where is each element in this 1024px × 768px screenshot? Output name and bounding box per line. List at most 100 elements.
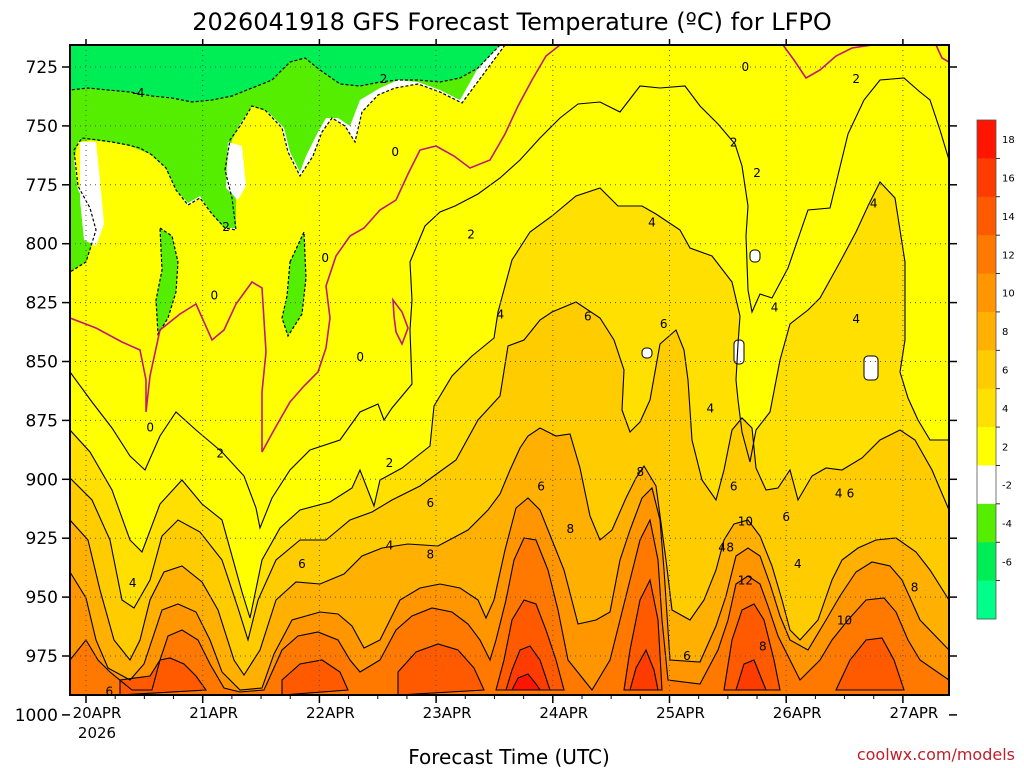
y-tick-label-775: 775 xyxy=(26,176,58,196)
y-tick-label-750: 750 xyxy=(26,117,58,137)
colorbar-tick-label-2: 2 xyxy=(1002,442,1008,453)
zero-isotherm-4 xyxy=(935,45,949,63)
contour-label: 4 xyxy=(771,300,779,314)
zero-isotherm-1 xyxy=(70,45,561,453)
band-14to16-2 xyxy=(282,660,348,695)
temperature-field xyxy=(70,45,949,695)
zero-isotherm-2 xyxy=(392,297,409,346)
band-16to18-isoline-1 xyxy=(505,645,551,691)
contour-label: 2 xyxy=(852,72,860,86)
contour-label: 4 xyxy=(648,215,656,229)
band-16to18-isoline-2 xyxy=(629,648,659,691)
colorbar-frame xyxy=(976,119,997,620)
cold-band-minus2-isoline-3 xyxy=(281,231,307,338)
x-tick-label-25APR: 25APR xyxy=(656,704,705,722)
colorbar-swatch-6 xyxy=(977,350,996,390)
band-16to18-2 xyxy=(630,650,658,690)
contour-label: 6 xyxy=(730,479,738,493)
colorbar-swatch-2 xyxy=(977,427,996,466)
band-16to18-3 xyxy=(736,660,766,690)
contour-label: 8 xyxy=(911,581,919,595)
contour-label: 2 xyxy=(730,135,738,149)
colorbar-tick-label-10: 10 xyxy=(1002,289,1015,300)
cold-band-minus2-isoline-1 xyxy=(70,45,507,274)
contour-label: 12 xyxy=(738,574,753,588)
colorbar-legend: 18 16 14 12 10 8 6 4 2 -2 -4 -6 xyxy=(976,119,1015,620)
y-tick-label-850: 850 xyxy=(26,353,58,373)
colorbar-swatch--4 xyxy=(977,503,996,543)
contour-label: 2 xyxy=(467,227,475,241)
x-tick-label-27APR: 27APR xyxy=(889,704,938,722)
contour-label: 6 xyxy=(298,557,306,571)
cold-band-minus2-isoline-2 xyxy=(155,226,179,336)
y-tick-label-725: 725 xyxy=(26,58,58,78)
band-16to18-isoline-3 xyxy=(735,659,767,691)
band-12to14-1 xyxy=(70,520,949,695)
contour-label: 8 xyxy=(426,548,434,562)
colorbar-swatch--2 xyxy=(977,465,996,505)
colorbar-tick-label-4: 4 xyxy=(1002,404,1008,415)
band-2to4-isoline-1 xyxy=(70,77,949,695)
band-14to16-isoline-6 xyxy=(723,603,781,691)
colorbar-tick-label-18: 18 xyxy=(1002,135,1015,146)
x-tick-label-21APR: 21APR xyxy=(189,704,238,722)
colorbar-tick-label-14: 14 xyxy=(1002,212,1015,223)
x-year-label: 2026 xyxy=(78,724,116,742)
contour-label: 6 xyxy=(660,317,668,331)
contour-label: 0 xyxy=(321,251,329,265)
contour-label: 0 xyxy=(211,289,219,303)
contour-label: 6 xyxy=(683,649,691,663)
credit-link[interactable]: coolwx.com/models xyxy=(857,745,1015,764)
y-tick-label-925: 925 xyxy=(26,529,58,549)
band-14to16-isoline-2 xyxy=(281,659,349,695)
contour-label: 6 xyxy=(782,510,790,524)
cold-band-minus4-isoline-1 xyxy=(70,45,502,103)
contour-label: 4 xyxy=(129,576,137,590)
band-14to16-3 xyxy=(398,644,484,695)
y-tick-label-950: 950 xyxy=(26,588,58,608)
colorbar-swatch-8 xyxy=(977,311,996,351)
x-tick-label-20APR: 20APR xyxy=(73,704,122,722)
colorbar-tick-label--2: -2 xyxy=(1002,481,1012,492)
y-tick-label-800: 800 xyxy=(26,235,58,255)
colorbar-tick-label-8: 8 xyxy=(1002,327,1008,338)
cold-region-green-3 xyxy=(282,232,306,336)
warm-pocket-pocket-a xyxy=(641,347,653,359)
contour-label: -4 xyxy=(133,86,145,100)
colorbar-tick-label-6: 6 xyxy=(1002,366,1008,377)
band-14to16-5 xyxy=(624,580,662,690)
x-tick-label-24APR: 24APR xyxy=(539,704,588,722)
grid-lines xyxy=(70,45,949,695)
colorbar-swatch--6 xyxy=(977,542,996,582)
band-8to10-isoline-1 xyxy=(70,427,949,695)
contour-label: 6 xyxy=(584,310,592,324)
warm-pocket-pocket-b xyxy=(733,339,745,365)
contour-label: 2 xyxy=(386,456,394,470)
band-14to16-7 xyxy=(836,638,904,690)
isotherm-lines xyxy=(70,45,949,695)
colorbar-tick-label-12: 12 xyxy=(1002,250,1015,261)
band-18to20-isoline-1 xyxy=(511,673,542,691)
contour-label: 8 xyxy=(726,541,734,555)
contour-label: 10 xyxy=(738,515,753,529)
plot-frame xyxy=(69,44,950,696)
colorbar-swatch-4 xyxy=(977,388,996,428)
colorbar-tick-label--6: -6 xyxy=(1002,557,1012,568)
x-tick-label-23APR: 23APR xyxy=(423,704,472,722)
contour-label: 2 xyxy=(222,220,230,234)
band-14to16-isoline-1 xyxy=(119,657,208,695)
cold-region-green-1 xyxy=(70,45,500,272)
contour-label: 8 xyxy=(566,522,574,536)
x-axis-label: Forecast Time (UTC) xyxy=(408,745,610,768)
band-14to16-1 xyxy=(120,658,206,695)
band-14to16-isoline-7 xyxy=(835,637,905,691)
x-axis: 20APR 21APR 22APR 23APR 24APR 25APR 26APR 27APR xyxy=(73,39,938,722)
contour-label: 4 xyxy=(870,197,878,211)
colorbar-swatch-14 xyxy=(977,196,996,236)
zero-isotherm-3 xyxy=(782,45,873,80)
band-6to8-isoline-1 xyxy=(70,301,949,695)
band-4to6-isoline-1 xyxy=(70,181,949,695)
